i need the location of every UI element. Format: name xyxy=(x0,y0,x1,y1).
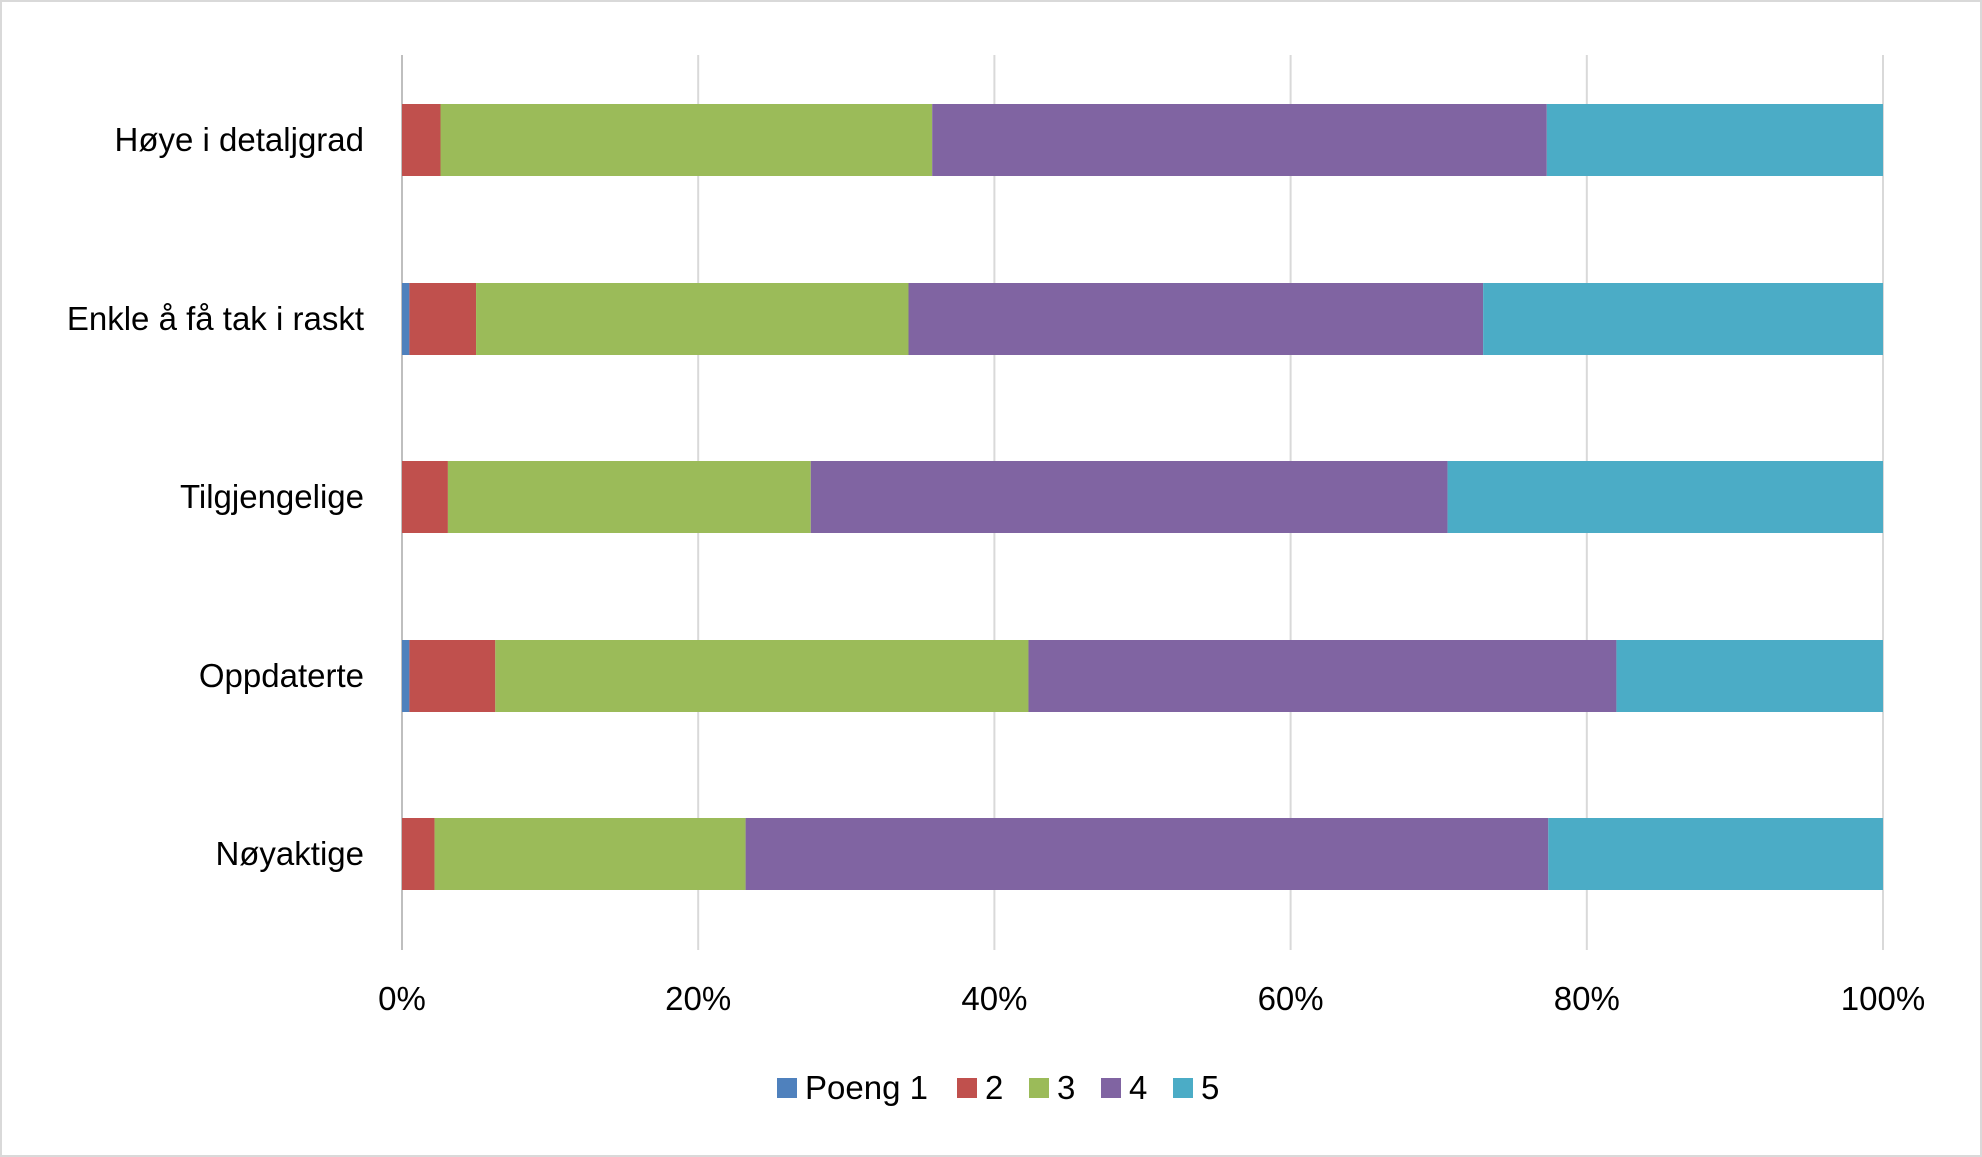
bar-segment-4 xyxy=(745,818,1549,890)
x-tick-label: 100% xyxy=(1841,980,1925,1017)
bar-segment-5 xyxy=(1616,640,1883,712)
bar-segment-3 xyxy=(495,640,1029,712)
legend-label: Poeng 1 xyxy=(805,1069,928,1106)
bar-segment-4 xyxy=(810,461,1448,533)
bar-segment-1 xyxy=(402,283,410,355)
category-label: Høye i detaljgrad xyxy=(115,121,364,158)
bar-segment-2 xyxy=(402,818,435,890)
category-label: Enkle å få tak i raskt xyxy=(67,300,364,337)
category-label: Tilgjengelige xyxy=(180,478,364,515)
bar-segment-3 xyxy=(476,283,909,355)
legend-label: 2 xyxy=(985,1069,1003,1106)
bar-segment-2 xyxy=(402,461,448,533)
legend-label: 3 xyxy=(1057,1069,1075,1106)
x-tick-label: 0% xyxy=(378,980,426,1017)
bar-segment-3 xyxy=(447,461,811,533)
bar-segment-5 xyxy=(1447,461,1883,533)
bar-segment-4 xyxy=(908,283,1484,355)
bar-segment-2 xyxy=(402,104,441,176)
bar-segment-2 xyxy=(409,640,496,712)
bar-segment-1 xyxy=(402,640,410,712)
legend-swatch xyxy=(957,1078,977,1098)
category-label: Nøyaktige xyxy=(215,835,364,872)
legend-label: 4 xyxy=(1129,1069,1147,1106)
x-tick-label: 60% xyxy=(1258,980,1324,1017)
legend-label: 5 xyxy=(1201,1069,1219,1106)
bar-segment-3 xyxy=(440,104,933,176)
bar-segment-3 xyxy=(434,818,746,890)
x-tick-label: 20% xyxy=(665,980,731,1017)
legend-swatch xyxy=(777,1078,797,1098)
x-tick-label: 80% xyxy=(1554,980,1620,1017)
legend-swatch xyxy=(1173,1078,1193,1098)
bar-segment-5 xyxy=(1546,104,1883,176)
bar-segment-4 xyxy=(1028,640,1617,712)
category-label: Oppdaterte xyxy=(199,657,364,694)
bar-segment-5 xyxy=(1548,818,1883,890)
legend-swatch xyxy=(1101,1078,1121,1098)
bar-segment-4 xyxy=(932,104,1547,176)
bar-segment-5 xyxy=(1483,283,1883,355)
x-tick-label: 40% xyxy=(961,980,1027,1017)
bar-segment-2 xyxy=(409,283,477,355)
legend-swatch xyxy=(1029,1078,1049,1098)
